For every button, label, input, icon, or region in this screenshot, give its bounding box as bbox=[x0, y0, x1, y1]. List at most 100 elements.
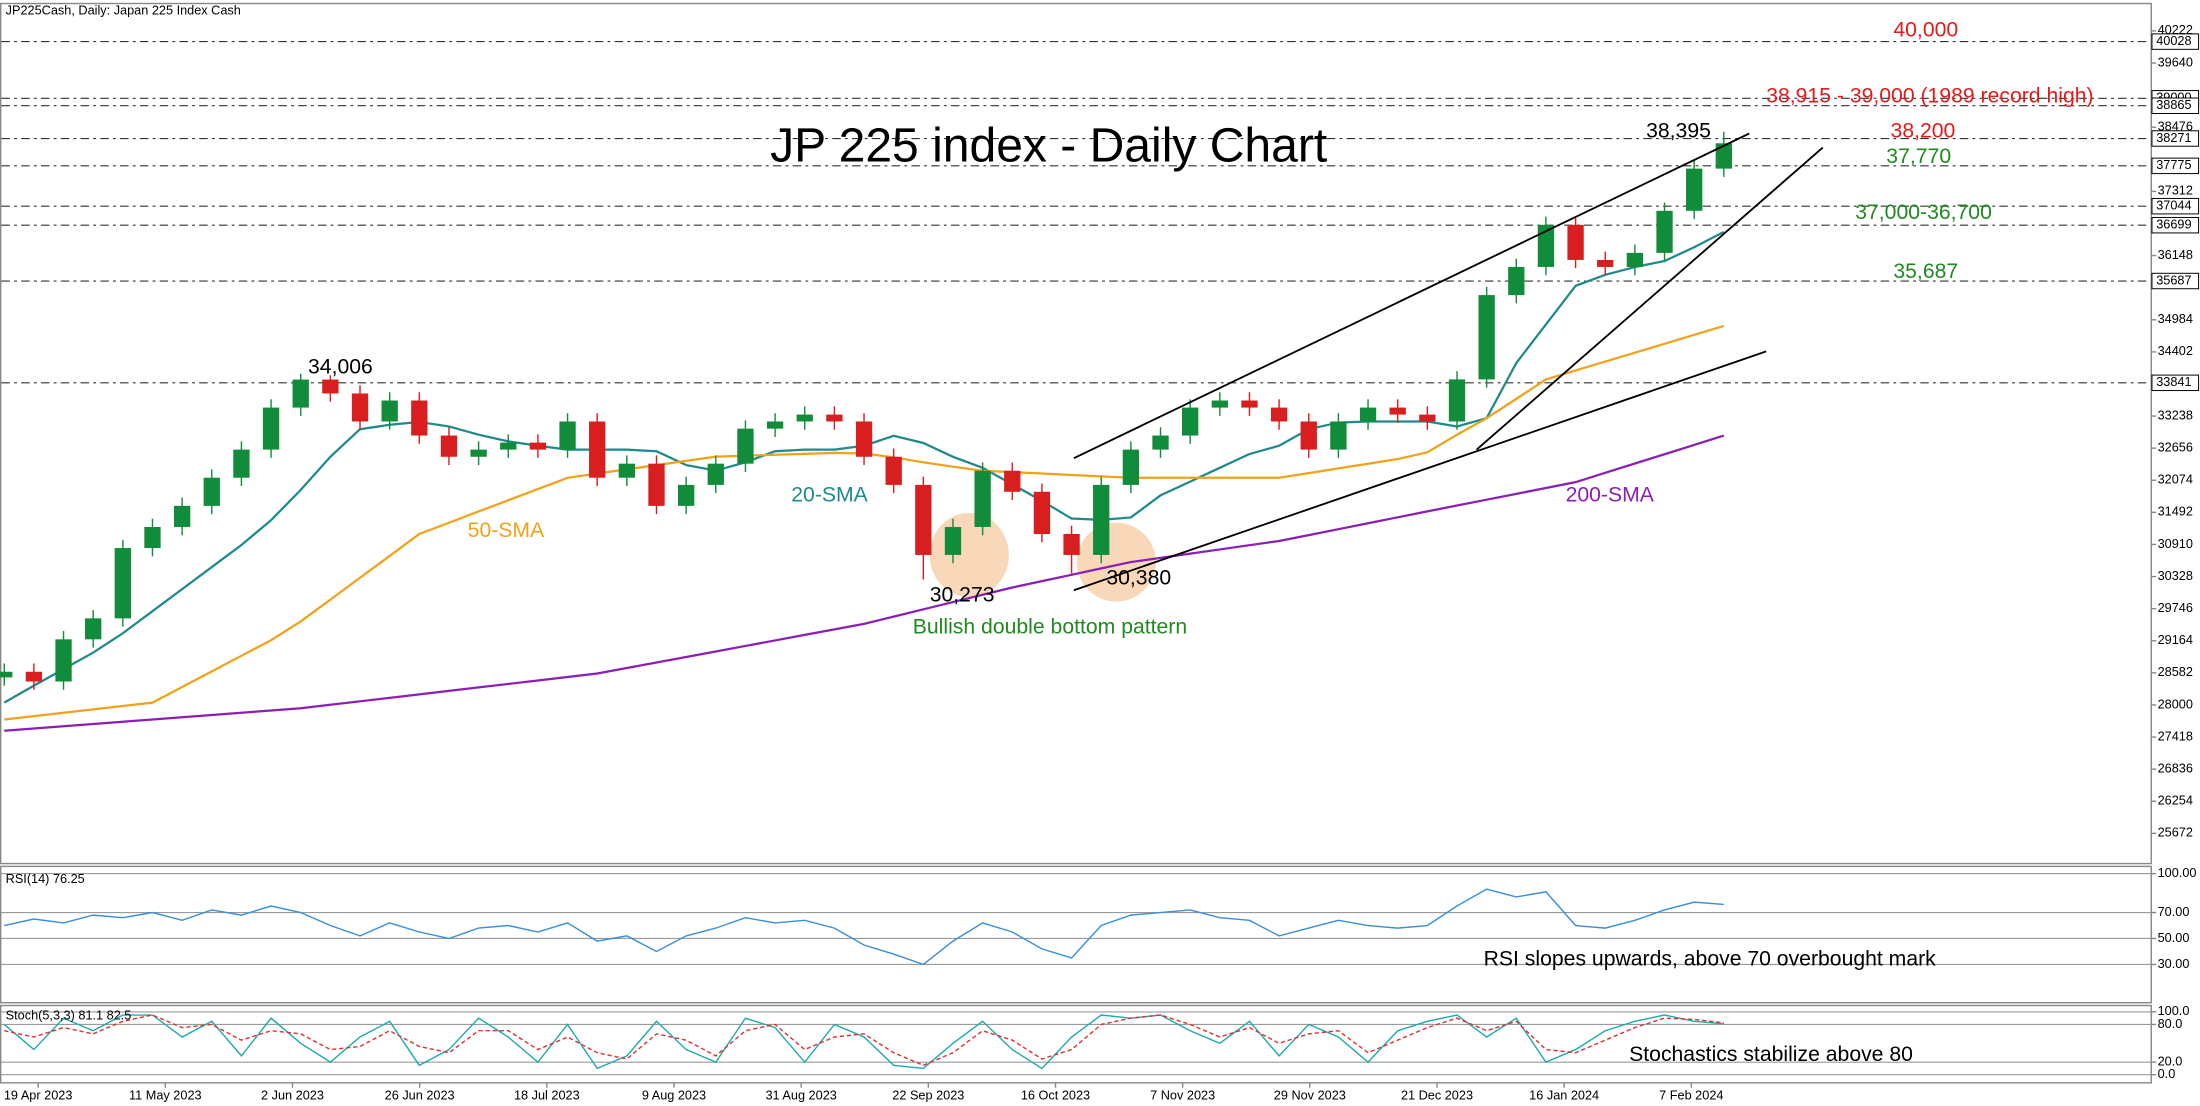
candle-body bbox=[1597, 259, 1614, 267]
candle-body bbox=[648, 463, 665, 506]
note: Stochastics stabilize above 80 bbox=[1629, 1043, 1913, 1066]
annotation: 40,000 bbox=[1893, 19, 1958, 42]
candle-body bbox=[1359, 407, 1377, 422]
candle-body bbox=[292, 379, 309, 408]
candle-body bbox=[944, 526, 962, 555]
y-tick-label: 39640 bbox=[2158, 55, 2193, 69]
y-tick-label: 20.0 bbox=[2158, 1055, 2183, 1069]
candle-body bbox=[1478, 295, 1495, 380]
x-tick-label: 19 Apr 2023 bbox=[4, 1089, 73, 1103]
y-tick-label: 100.00 bbox=[2158, 866, 2197, 880]
candle-body bbox=[618, 463, 636, 478]
channel-lower bbox=[1073, 350, 1767, 592]
y-tick-label: 0.0 bbox=[2158, 1067, 2176, 1081]
candle-body bbox=[529, 442, 547, 450]
rsi-title: RSI(14) 76.25 bbox=[6, 872, 85, 886]
x-tick-label: 2 Jun 2023 bbox=[261, 1089, 324, 1103]
candle-body bbox=[915, 484, 932, 555]
candle-body bbox=[351, 393, 369, 422]
level-box bbox=[2151, 272, 2200, 290]
x-tick-label: 22 Sep 2023 bbox=[892, 1089, 964, 1103]
candle-body bbox=[737, 428, 754, 464]
level-box bbox=[2151, 197, 2200, 215]
support-line bbox=[1475, 146, 1824, 451]
candle-body bbox=[1004, 470, 1021, 492]
series-label: 20-SMA bbox=[791, 484, 868, 507]
y-tick-label: 33238 bbox=[2158, 408, 2193, 422]
annotation: 38,200 bbox=[1891, 120, 1956, 143]
candle-body bbox=[233, 449, 250, 478]
y-tick-label: 32656 bbox=[2158, 441, 2193, 455]
candle-body bbox=[1656, 210, 1673, 253]
candle-body bbox=[500, 442, 517, 450]
candle-body bbox=[589, 421, 606, 478]
y-tick-label: 70.00 bbox=[2158, 905, 2190, 919]
candle-body bbox=[707, 463, 724, 485]
candle-body bbox=[322, 379, 339, 394]
series-line bbox=[3, 1014, 1724, 1070]
y-tick-label: 50.00 bbox=[2158, 931, 2190, 945]
candle-body bbox=[855, 421, 873, 457]
candle-body bbox=[411, 400, 428, 436]
main-panel bbox=[0, 2, 2152, 865]
annotation: 30,380 bbox=[1106, 567, 1171, 590]
series-line bbox=[4, 1014, 1724, 1067]
marks: 4022239640384763731236148349843440233238… bbox=[0, 23, 2200, 1103]
candle-body bbox=[677, 484, 695, 506]
series-line bbox=[4, 888, 1724, 966]
y-tick-label: 37312 bbox=[2158, 184, 2193, 198]
y-tick-label: 27418 bbox=[2158, 729, 2193, 743]
annotation: 35,687 bbox=[1893, 260, 1958, 283]
chart-title: JP 225 index - Daily Chart bbox=[770, 120, 1327, 173]
annotation: 38,915 - 39,000 (1989 record high) bbox=[1766, 85, 2093, 108]
y-tick-label: 34402 bbox=[2158, 344, 2193, 358]
y-tick-label: 36148 bbox=[2158, 248, 2193, 262]
level-box bbox=[2151, 130, 2200, 147]
candle-body bbox=[1122, 449, 1140, 485]
candle-body bbox=[0, 671, 13, 678]
y-tick-label: 29746 bbox=[2158, 601, 2193, 615]
note: RSI slopes upwards, above 70 overbought … bbox=[1484, 947, 1937, 970]
bottom-highlight bbox=[1076, 522, 1156, 602]
candle-body bbox=[1419, 414, 1436, 422]
y-tick-label: 25672 bbox=[2158, 826, 2193, 840]
candle-body bbox=[1211, 400, 1228, 408]
candle-body bbox=[114, 548, 131, 619]
level-label: 33841 bbox=[2156, 375, 2191, 389]
y-tick-label: 30328 bbox=[2158, 569, 2193, 583]
candle-body bbox=[1330, 421, 1347, 450]
x-tick-label: 18 Jul 2023 bbox=[514, 1089, 580, 1103]
level-label: 35687 bbox=[2156, 273, 2191, 287]
stoch-panel bbox=[0, 1004, 2152, 1084]
candle-body bbox=[1389, 407, 1406, 415]
level-label: 37775 bbox=[2156, 158, 2191, 172]
candle-body bbox=[1241, 400, 1258, 408]
candle-body bbox=[1686, 168, 1703, 211]
y-tick-label: 38476 bbox=[2158, 120, 2193, 134]
candle-body bbox=[796, 414, 813, 422]
x-tick-label: 16 Oct 2023 bbox=[1021, 1089, 1090, 1103]
candle-body bbox=[1537, 224, 1555, 267]
candle-body bbox=[173, 505, 191, 527]
y-tick-label: 80.0 bbox=[2158, 1017, 2183, 1031]
x-tick-label: 26 Jun 2023 bbox=[385, 1089, 455, 1103]
x-tick-label: 31 Aug 2023 bbox=[765, 1089, 836, 1103]
candle-body bbox=[559, 421, 576, 450]
y-tick-label: 30910 bbox=[2158, 537, 2193, 551]
candle-body bbox=[1508, 266, 1525, 296]
level-box bbox=[2151, 374, 2200, 392]
y-tick-label: 32074 bbox=[2158, 473, 2193, 487]
candle-body bbox=[85, 618, 102, 640]
annotation: 34,006 bbox=[308, 356, 373, 379]
annotation: Bullish double bottom pattern bbox=[913, 616, 1187, 639]
x-tick-label: 11 May 2023 bbox=[129, 1089, 202, 1103]
candle-body bbox=[1626, 252, 1644, 267]
y-tick-label: 28582 bbox=[2158, 665, 2193, 679]
x-tick-label: 7 Feb 2024 bbox=[1659, 1089, 1723, 1103]
candle-body bbox=[1033, 491, 1051, 534]
series-label: 50-SMA bbox=[468, 519, 545, 542]
candle-body bbox=[1063, 533, 1080, 555]
level-box bbox=[2151, 33, 2200, 50]
level-label: 37044 bbox=[2156, 199, 2191, 213]
y-tick-label: 34984 bbox=[2158, 312, 2193, 326]
